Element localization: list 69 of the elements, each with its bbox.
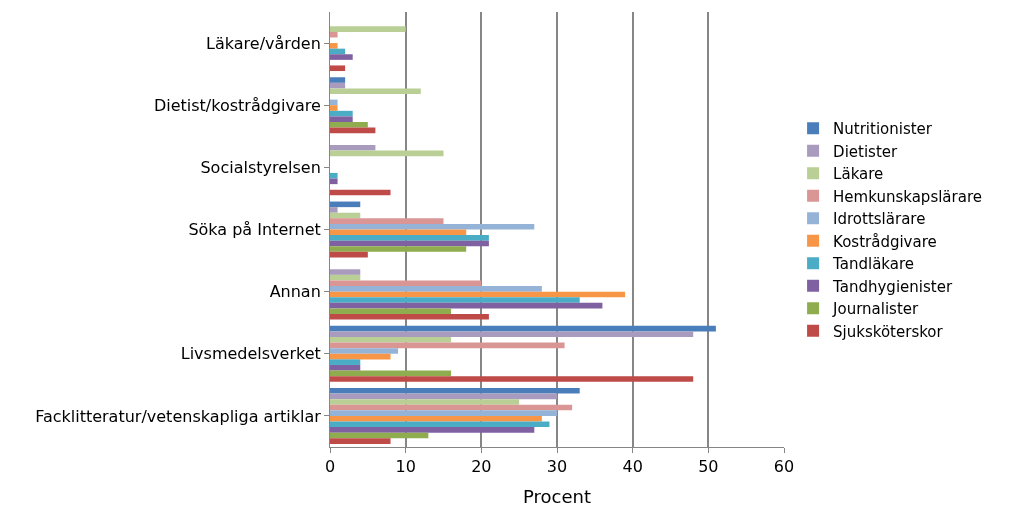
x-tick-label: 20 xyxy=(471,457,492,477)
y-tick-label: Dietist/kostrådgivare xyxy=(153,95,321,115)
y-tick-label: Livsmedelsverket xyxy=(180,344,321,364)
bar xyxy=(330,364,361,371)
legend-label: Dietister xyxy=(833,142,898,161)
bar xyxy=(330,207,338,213)
bar xyxy=(330,54,353,60)
bar xyxy=(330,438,391,444)
bar xyxy=(330,410,557,416)
bar xyxy=(330,427,535,433)
y-tick-label: Läkare/vården xyxy=(206,33,321,53)
y-tick-label: Socialstyrelsen xyxy=(200,157,321,177)
bar xyxy=(330,105,338,111)
bar xyxy=(330,110,353,117)
bar xyxy=(330,359,361,365)
bar xyxy=(330,286,542,292)
x-tick-label: 0 xyxy=(324,457,336,477)
bar xyxy=(330,43,338,49)
bar xyxy=(330,99,338,106)
bar xyxy=(330,223,535,230)
bar xyxy=(330,218,444,224)
bar xyxy=(330,116,353,122)
bar xyxy=(330,314,489,320)
bar xyxy=(330,172,338,179)
bar xyxy=(330,65,346,72)
bar xyxy=(330,31,338,38)
bar xyxy=(330,280,482,287)
x-tick-label: 30 xyxy=(546,457,568,477)
legend-label: Tandläkare xyxy=(832,255,915,274)
bar xyxy=(330,189,391,196)
legend-label: Tandhygienister xyxy=(832,277,953,296)
bar xyxy=(330,144,376,151)
bar xyxy=(330,240,489,247)
bar xyxy=(330,387,580,394)
bar xyxy=(330,251,368,258)
bar xyxy=(330,246,467,252)
legend-label: Journalister xyxy=(832,300,920,319)
bar xyxy=(330,77,346,83)
y-tick-label: Annan xyxy=(269,282,321,302)
bar xyxy=(330,121,368,128)
y-tick-label: Facklitteratur/vetenskapliga artiklar xyxy=(35,406,322,426)
bar xyxy=(330,297,580,303)
bar xyxy=(330,269,361,275)
legend-label: Idrottslärare xyxy=(833,210,926,229)
x-tick-label: 40 xyxy=(622,457,643,477)
legend-label: Sjuksköterskor xyxy=(833,322,944,341)
bar xyxy=(330,342,565,349)
x-axis-title: Procent xyxy=(523,486,591,507)
legend-label: Läkare xyxy=(833,165,884,184)
legend-label: Nutritionister xyxy=(833,120,933,139)
x-tick-label: 60 xyxy=(773,457,795,477)
bar xyxy=(330,353,391,360)
bar xyxy=(330,235,489,241)
bar xyxy=(330,331,694,338)
bar xyxy=(330,376,694,382)
bar xyxy=(330,308,452,315)
bar xyxy=(330,415,542,422)
x-tick-label: 50 xyxy=(698,457,719,477)
legend-label: Kostrådgivare xyxy=(833,232,937,251)
x-tick-label: 10 xyxy=(395,457,416,477)
bar xyxy=(330,178,338,185)
bar xyxy=(330,348,399,354)
legend-label: Hemkunskapslärare xyxy=(833,187,982,206)
bar xyxy=(330,26,406,32)
bar xyxy=(330,337,452,343)
bar xyxy=(330,88,421,95)
y-tick-label: Söka på Internet xyxy=(188,220,321,240)
bar xyxy=(330,399,520,405)
bar xyxy=(330,150,444,157)
